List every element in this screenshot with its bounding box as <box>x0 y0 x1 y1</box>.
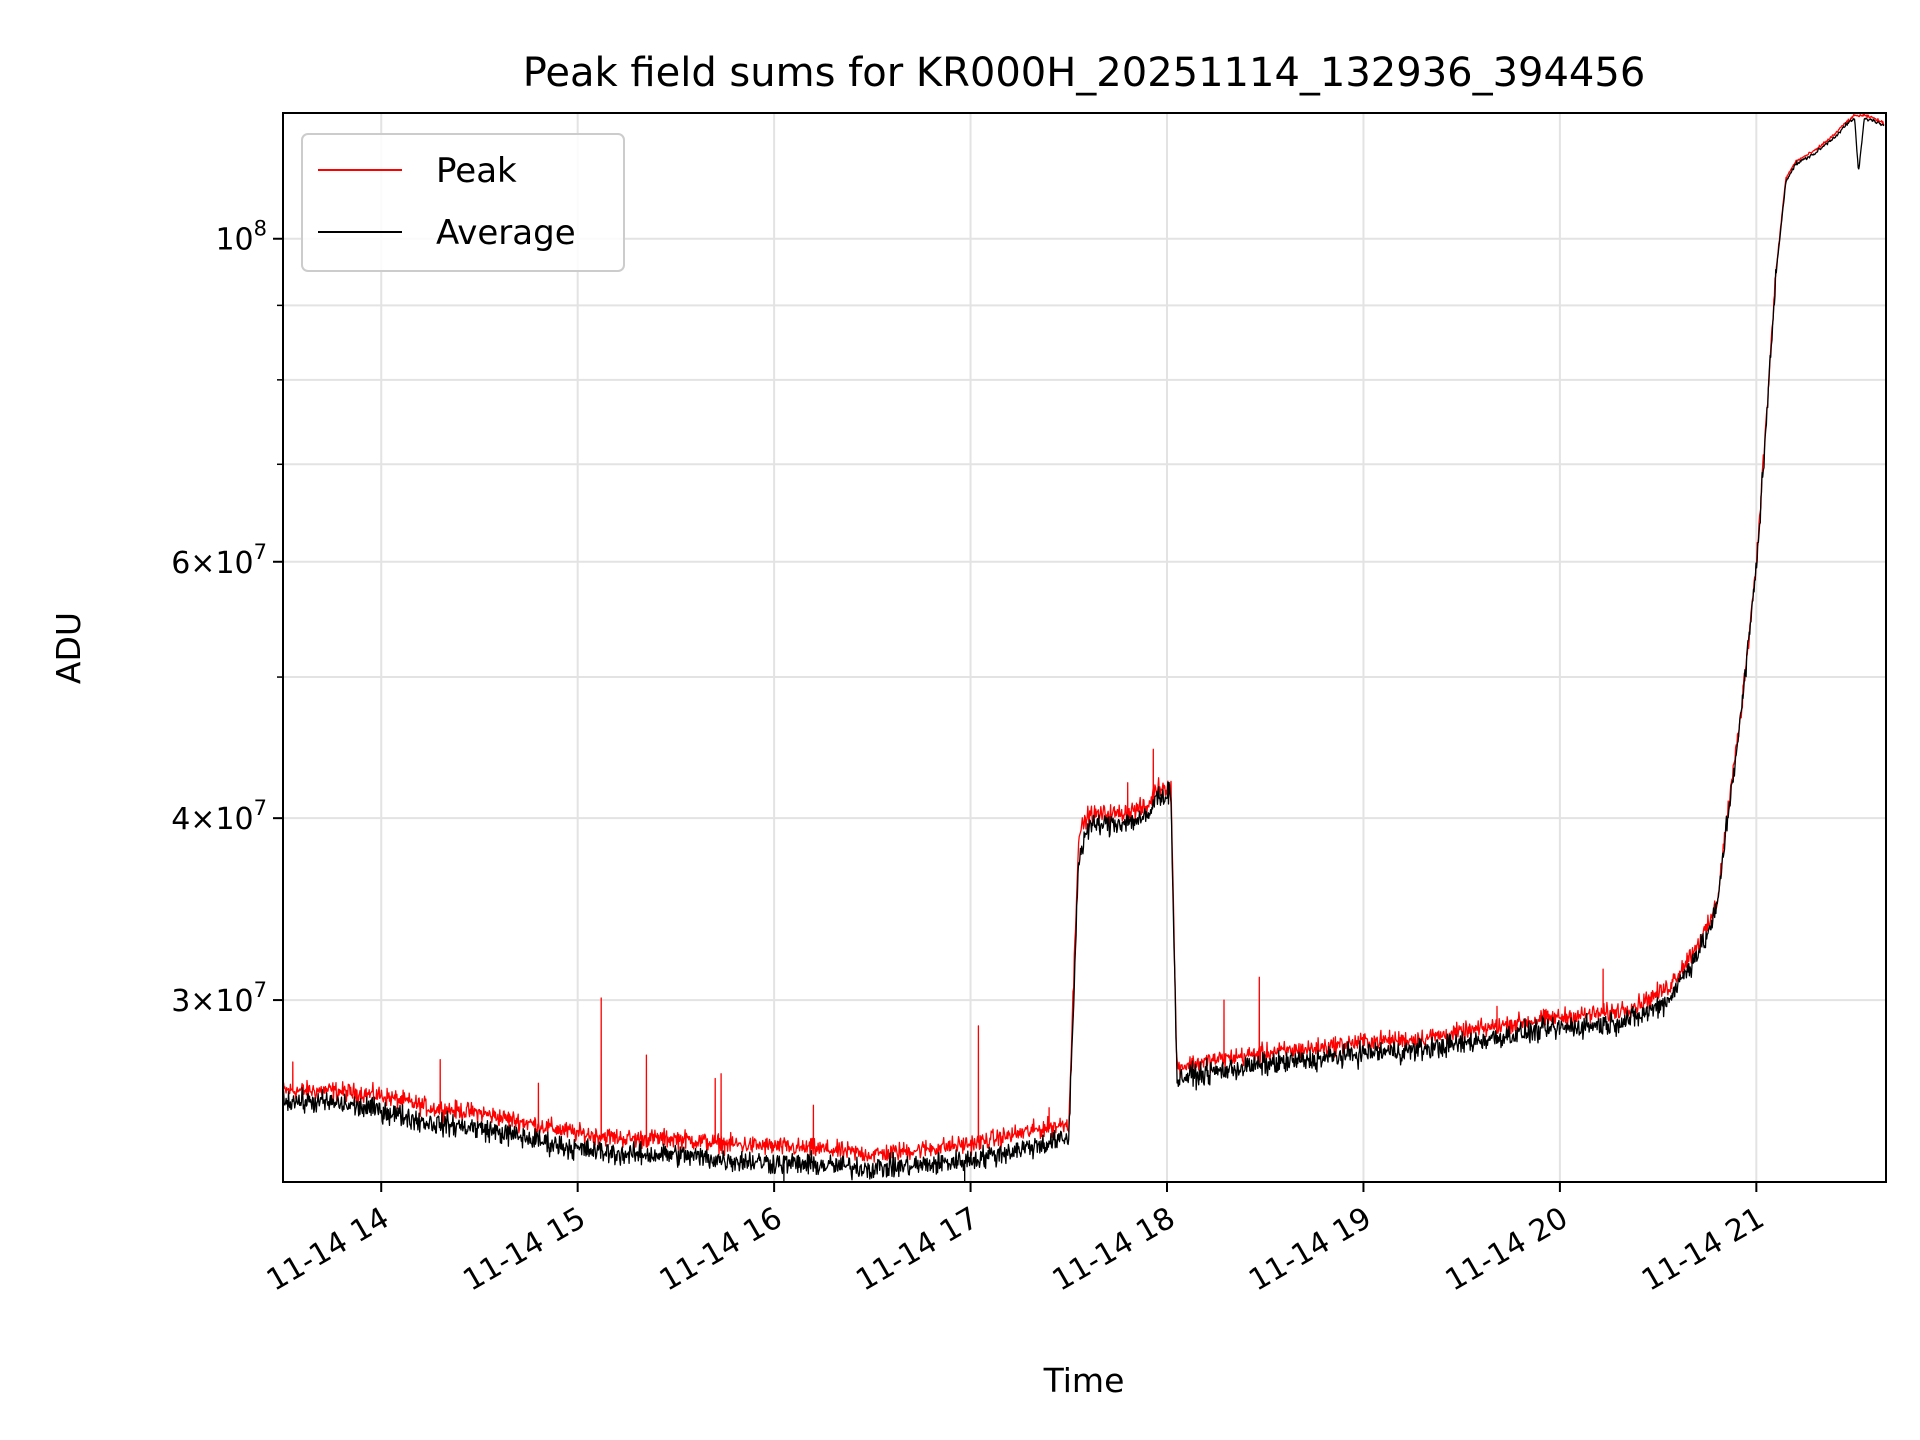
y-tick-exponent: 7 <box>254 540 267 564</box>
y-axis-title: ADU <box>49 612 88 684</box>
chart-title: Peak field sums for KR000H_20251114_1329… <box>523 50 1646 96</box>
series-line-average <box>283 117 1885 1182</box>
y-tick-mantissa: 3 <box>171 984 190 1019</box>
y-tick-base: 10 <box>215 223 253 258</box>
x-axis-title: Time <box>1043 1361 1125 1400</box>
y-tick-label: 108 <box>215 217 267 258</box>
y-tick-times: × <box>190 984 215 1019</box>
y-tick-base: 10 <box>215 546 253 581</box>
y-tick-base: 10 <box>215 802 253 837</box>
y-tick-label: 4×107 <box>171 796 267 837</box>
legend-average-label: Average <box>436 213 576 253</box>
y-tick-mantissa: 6 <box>171 546 190 581</box>
series-lines <box>283 113 1885 1182</box>
y-tick-exponent: 7 <box>254 978 267 1002</box>
plot-area-frame <box>282 112 1887 1183</box>
legend-peak-label: Peak <box>436 151 517 191</box>
y-tick-mantissa: 4 <box>171 802 190 837</box>
y-tick-exponent: 8 <box>254 217 267 241</box>
y-tick-label: 6×107 <box>171 540 267 581</box>
y-tick-times: × <box>190 802 215 837</box>
y-tick-label: 3×107 <box>171 978 267 1019</box>
y-tick-base: 10 <box>215 984 253 1019</box>
series-line-peak <box>283 113 1885 1163</box>
y-tick-times: × <box>190 546 215 581</box>
y-tick-exponent: 7 <box>254 796 267 820</box>
legend: Peak Average <box>301 133 625 272</box>
legend-box <box>301 133 625 272</box>
